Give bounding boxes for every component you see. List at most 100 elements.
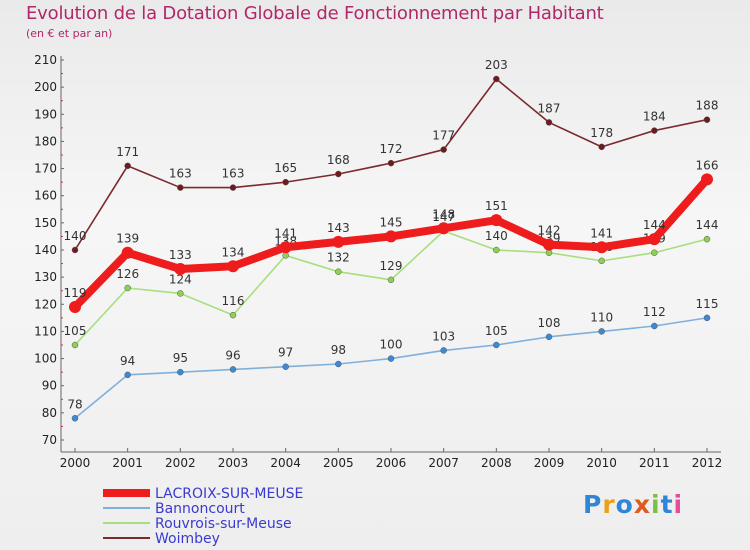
legend-label: LACROIX-SUR-MEUSE xyxy=(155,486,303,502)
data-point xyxy=(335,360,342,368)
y-tick-label: 140 xyxy=(34,243,57,257)
data-label: 126 xyxy=(116,267,139,281)
data-label: 203 xyxy=(485,58,508,72)
x-tick-label: 2004 xyxy=(270,456,301,470)
y-tick-label: 180 xyxy=(34,134,57,148)
data-label: 94 xyxy=(120,354,135,368)
data-point xyxy=(651,249,658,256)
data-point xyxy=(121,246,134,259)
chart-title: Evolution de la Dotation Globale de Fonc… xyxy=(26,3,604,24)
y-tick-label: 110 xyxy=(34,324,57,338)
y-tick-label: 100 xyxy=(34,352,57,366)
y-tick-label: 200 xyxy=(34,80,57,94)
data-label: 108 xyxy=(538,316,561,330)
data-label: 144 xyxy=(696,218,719,232)
data-label: 140 xyxy=(485,229,508,243)
data-point xyxy=(493,341,500,349)
data-point xyxy=(332,235,345,248)
proxiti-logo: Proxiti xyxy=(583,490,684,519)
data-label: 184 xyxy=(643,110,666,124)
data-label: 132 xyxy=(327,251,350,265)
data-point xyxy=(282,363,289,370)
data-point xyxy=(124,371,131,379)
data-point xyxy=(279,241,292,254)
data-label: 177 xyxy=(432,129,455,143)
data-point xyxy=(124,162,131,170)
y-tick-label: 90 xyxy=(42,379,57,393)
data-point xyxy=(229,311,237,319)
data-label: 96 xyxy=(225,348,240,362)
data-label: 165 xyxy=(274,161,297,175)
x-tick-label: 2006 xyxy=(376,456,407,470)
data-point xyxy=(71,415,79,422)
data-point xyxy=(69,301,81,313)
data-point xyxy=(282,252,289,259)
data-label: 98 xyxy=(331,343,346,357)
data-point xyxy=(648,233,661,246)
data-point xyxy=(229,366,237,373)
data-label: 115 xyxy=(696,297,719,311)
data-label: 147 xyxy=(432,210,455,224)
data-label: 172 xyxy=(380,142,403,156)
data-point xyxy=(651,322,658,330)
y-tick-label: 150 xyxy=(34,216,57,230)
data-point xyxy=(703,235,711,243)
x-tick-label: 2002 xyxy=(165,456,196,470)
data-point xyxy=(335,170,342,178)
data-point xyxy=(545,119,553,126)
data-point xyxy=(440,347,447,354)
data-point xyxy=(651,127,658,134)
data-label: 143 xyxy=(327,221,350,235)
y-tick-label: 210 xyxy=(34,53,57,67)
data-point xyxy=(387,159,395,167)
data-label: 124 xyxy=(169,272,192,286)
data-point xyxy=(387,276,395,284)
data-label: 148 xyxy=(432,207,455,221)
data-point xyxy=(545,333,553,341)
data-label: 105 xyxy=(64,324,87,338)
data-point xyxy=(545,249,553,256)
data-point xyxy=(701,173,713,186)
data-label: 95 xyxy=(173,351,188,365)
data-label: 163 xyxy=(169,167,192,181)
data-point xyxy=(177,184,184,191)
data-label: 151 xyxy=(485,199,508,213)
data-label: 142 xyxy=(538,224,561,238)
x-tick-label: 2007 xyxy=(428,456,459,470)
data-label: 141 xyxy=(274,226,297,240)
x-tick-label: 2010 xyxy=(586,456,617,470)
data-point xyxy=(437,222,450,235)
data-point xyxy=(124,284,131,292)
data-label: 139 xyxy=(116,232,139,246)
data-point xyxy=(493,75,500,83)
data-point xyxy=(71,246,79,254)
series-line xyxy=(74,317,708,420)
data-label: 144 xyxy=(643,218,666,232)
data-point xyxy=(385,230,397,243)
data-point xyxy=(71,341,79,349)
data-label: 110 xyxy=(590,310,613,324)
x-tick-label: 2000 xyxy=(60,456,91,470)
data-label: 140 xyxy=(64,229,87,243)
data-label: 116 xyxy=(222,294,245,308)
data-label: 168 xyxy=(327,153,350,167)
data-point xyxy=(490,214,503,227)
x-tick-label: 2009 xyxy=(534,456,565,470)
data-point xyxy=(229,184,237,191)
data-label: 163 xyxy=(222,167,245,181)
data-label: 105 xyxy=(485,324,508,338)
data-label: 133 xyxy=(169,248,192,262)
data-label: 78 xyxy=(67,397,82,411)
data-point xyxy=(335,268,342,275)
y-tick-label: 160 xyxy=(34,189,57,203)
y-tick-label: 170 xyxy=(34,162,57,176)
x-tick-label: 2011 xyxy=(639,456,670,470)
y-tick-label: 190 xyxy=(34,107,57,121)
data-label: 171 xyxy=(116,145,139,159)
chart-subtitle: (en € et par an) xyxy=(26,27,113,40)
data-label: 97 xyxy=(278,346,293,360)
data-point xyxy=(282,178,289,186)
data-point xyxy=(177,368,184,376)
